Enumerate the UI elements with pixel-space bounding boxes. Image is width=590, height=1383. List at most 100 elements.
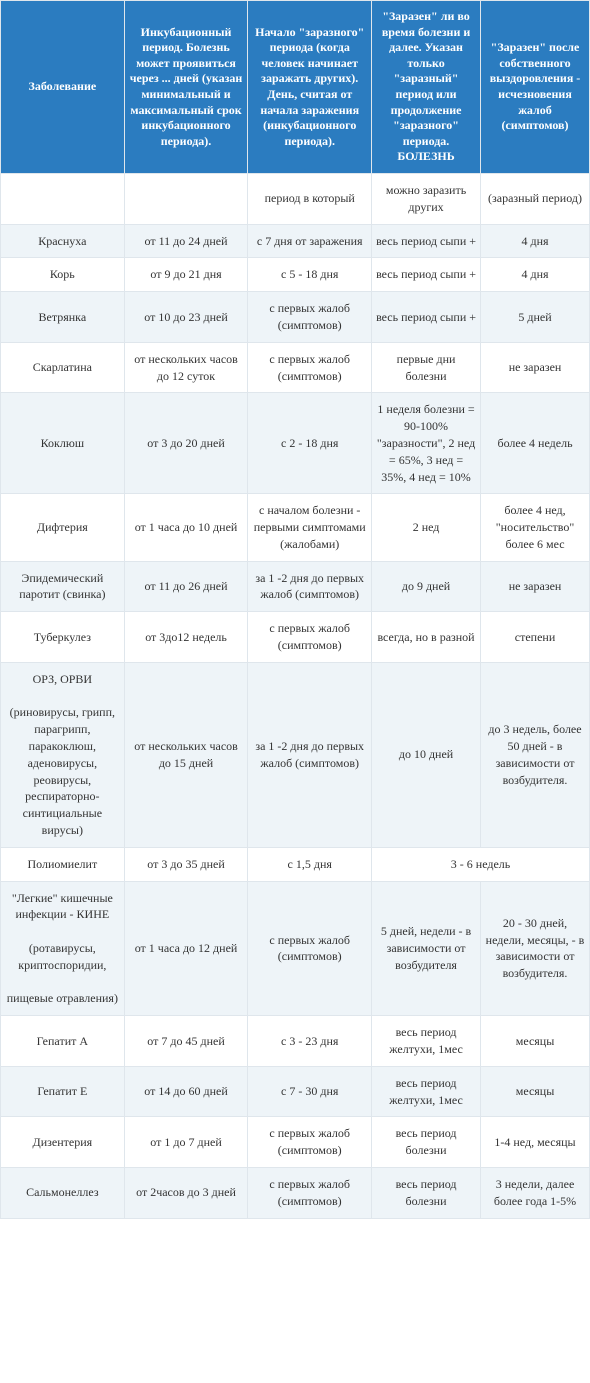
table-cell: "Легкие" кишечные инфекции - КИНЕ (ротав…	[1, 881, 125, 1016]
table-body: период в которыйможно заразить других(за…	[1, 173, 590, 1218]
table-cell: (заразный период)	[481, 173, 590, 224]
table-cell: от 10 до 23 дней	[124, 292, 248, 343]
table-cell: Ветрянка	[1, 292, 125, 343]
table-cell: Полиомиелит	[1, 847, 125, 881]
table-cell: Гепатит А	[1, 1016, 125, 1067]
table-cell	[1, 173, 125, 224]
table-row: Корьот 9 до 21 дняс 5 - 18 днявесь перио…	[1, 258, 590, 292]
table-cell: с 2 - 18 дня	[248, 393, 372, 494]
table-row: Ветрянкаот 10 до 23 днейс первых жалоб (…	[1, 292, 590, 343]
table-cell: от 9 до 21 дня	[124, 258, 248, 292]
table-cell: Скарлатина	[1, 342, 125, 393]
table-row: Дифтерияот 1 часа до 10 днейс началом бо…	[1, 494, 590, 561]
table-cell: Коклюш	[1, 393, 125, 494]
table-cell: не заразен	[481, 342, 590, 393]
table-cell: с первых жалоб (симптомов)	[248, 1117, 372, 1168]
table-cell: от 11 до 24 дней	[124, 224, 248, 258]
table-cell: Гепатит Е	[1, 1066, 125, 1117]
table-cell: от 1 часа до 10 дней	[124, 494, 248, 561]
table-cell: период в который	[248, 173, 372, 224]
table-cell: 1-4 нед, месяцы	[481, 1117, 590, 1168]
table-cell: Эпидемический паротит (свинка)	[1, 561, 125, 612]
table-cell: до 9 дней	[372, 561, 481, 612]
table-cell: Туберкулез	[1, 612, 125, 663]
table-cell: 5 дней	[481, 292, 590, 343]
table-cell: до 3 недель, более 50 дней - в зависимос…	[481, 662, 590, 847]
table-row: Эпидемический паротит (свинка)от 11 до 2…	[1, 561, 590, 612]
table-cell: от 2часов до 3 дней	[124, 1168, 248, 1219]
table-cell: весь период болезни	[372, 1168, 481, 1219]
col-header-3: "Заразен" ли во время болезни и далее. У…	[372, 1, 481, 174]
table-row: "Легкие" кишечные инфекции - КИНЕ (ротав…	[1, 881, 590, 1016]
col-header-1: Инкубационный период. Болезнь может проя…	[124, 1, 248, 174]
table-row: Гепатит Еот 14 до 60 днейс 7 - 30 днявес…	[1, 1066, 590, 1117]
table-cell: весь период сыпи +	[372, 224, 481, 258]
table-cell: с первых жалоб (симптомов)	[248, 1168, 372, 1219]
table-cell: 5 дней, недели - в зависимости от возбуд…	[372, 881, 481, 1016]
table-cell: весь период сыпи +	[372, 258, 481, 292]
table-cell: от 3 до 35 дней	[124, 847, 248, 881]
table-cell: с 7 - 30 дня	[248, 1066, 372, 1117]
table-cell: весь период сыпи +	[372, 292, 481, 343]
table-cell: Дифтерия	[1, 494, 125, 561]
table-cell: от 3 до 20 дней	[124, 393, 248, 494]
table-cell: 2 нед	[372, 494, 481, 561]
table-cell: 1 неделя болезни = 90-100% "заразности",…	[372, 393, 481, 494]
table-cell: весь период болезни	[372, 1117, 481, 1168]
table-cell: за 1 -2 дня до первых жалоб (симптомов)	[248, 561, 372, 612]
table-cell: от 14 до 60 дней	[124, 1066, 248, 1117]
table-cell: от нескольких часов до 12 суток	[124, 342, 248, 393]
table-cell: 3 - 6 недель	[372, 847, 590, 881]
table-row: Дизентерияот 1 до 7 днейс первых жалоб (…	[1, 1117, 590, 1168]
table-cell: с 1,5 дня	[248, 847, 372, 881]
table-cell: от 1 часа до 12 дней	[124, 881, 248, 1016]
table-cell: степени	[481, 612, 590, 663]
table-cell: более 4 недель	[481, 393, 590, 494]
table-cell: не заразен	[481, 561, 590, 612]
table-cell: с первых жалоб (симптомов)	[248, 342, 372, 393]
table-cell: месяцы	[481, 1016, 590, 1067]
table-cell: 4 дня	[481, 224, 590, 258]
table-cell: с первых жалоб (симптомов)	[248, 612, 372, 663]
disease-table: Заболевание Инкубационный период. Болезн…	[0, 0, 590, 1219]
table-cell: с началом болезни - первыми симптомами (…	[248, 494, 372, 561]
table-cell	[124, 173, 248, 224]
table-cell: до 10 дней	[372, 662, 481, 847]
table-row: Полиомиелитот 3 до 35 днейс 1,5 дня3 - 6…	[1, 847, 590, 881]
table-row: период в которыйможно заразить других(за…	[1, 173, 590, 224]
table-cell: Краснуха	[1, 224, 125, 258]
table-cell: с первых жалоб (симптомов)	[248, 881, 372, 1016]
table-cell: весь период желтухи, 1мес	[372, 1066, 481, 1117]
table-cell: месяцы	[481, 1066, 590, 1117]
table-row: Краснухаот 11 до 24 днейс 7 дня от зараж…	[1, 224, 590, 258]
table-cell: Дизентерия	[1, 1117, 125, 1168]
table-row: Коклюшот 3 до 20 днейс 2 - 18 дня1 недел…	[1, 393, 590, 494]
table-row: Гепатит Аот 7 до 45 днейс 3 - 23 днявесь…	[1, 1016, 590, 1067]
table-cell: от 1 до 7 дней	[124, 1117, 248, 1168]
table-row: Туберкулезот 3до12 недельс первых жалоб …	[1, 612, 590, 663]
table-cell: с 7 дня от заражения	[248, 224, 372, 258]
table-cell: за 1 -2 дня до первых жалоб (симптомов)	[248, 662, 372, 847]
col-header-4: "Заразен" после собственного выздоровлен…	[481, 1, 590, 174]
table-row: ОРЗ, ОРВИ (риновирусы, грипп, парагрипп,…	[1, 662, 590, 847]
table-cell: с 5 - 18 дня	[248, 258, 372, 292]
table-cell: от 3до12 недель	[124, 612, 248, 663]
table-cell: ОРЗ, ОРВИ (риновирусы, грипп, парагрипп,…	[1, 662, 125, 847]
table-cell: 4 дня	[481, 258, 590, 292]
table-row: Скарлатинаот нескольких часов до 12 суто…	[1, 342, 590, 393]
table-cell: с 3 - 23 дня	[248, 1016, 372, 1067]
table-cell: весь период желтухи, 1мес	[372, 1016, 481, 1067]
table-cell: всегда, но в разной	[372, 612, 481, 663]
table-cell: с первых жалоб (симптомов)	[248, 292, 372, 343]
table-cell: Корь	[1, 258, 125, 292]
table-row: Сальмонеллезот 2часов до 3 днейс первых …	[1, 1168, 590, 1219]
table-cell: 20 - 30 дней, недели, месяцы, - в зависи…	[481, 881, 590, 1016]
table-cell: от 11 до 26 дней	[124, 561, 248, 612]
table-header: Заболевание Инкубационный период. Болезн…	[1, 1, 590, 174]
table-cell: 3 недели, далее более года 1-5%	[481, 1168, 590, 1219]
col-header-2: Начало "заразного" периода (когда челове…	[248, 1, 372, 174]
table-cell: первые дни болезни	[372, 342, 481, 393]
table-cell: можно заразить других	[372, 173, 481, 224]
table-cell: от нескольких часов до 15 дней	[124, 662, 248, 847]
col-header-0: Заболевание	[1, 1, 125, 174]
